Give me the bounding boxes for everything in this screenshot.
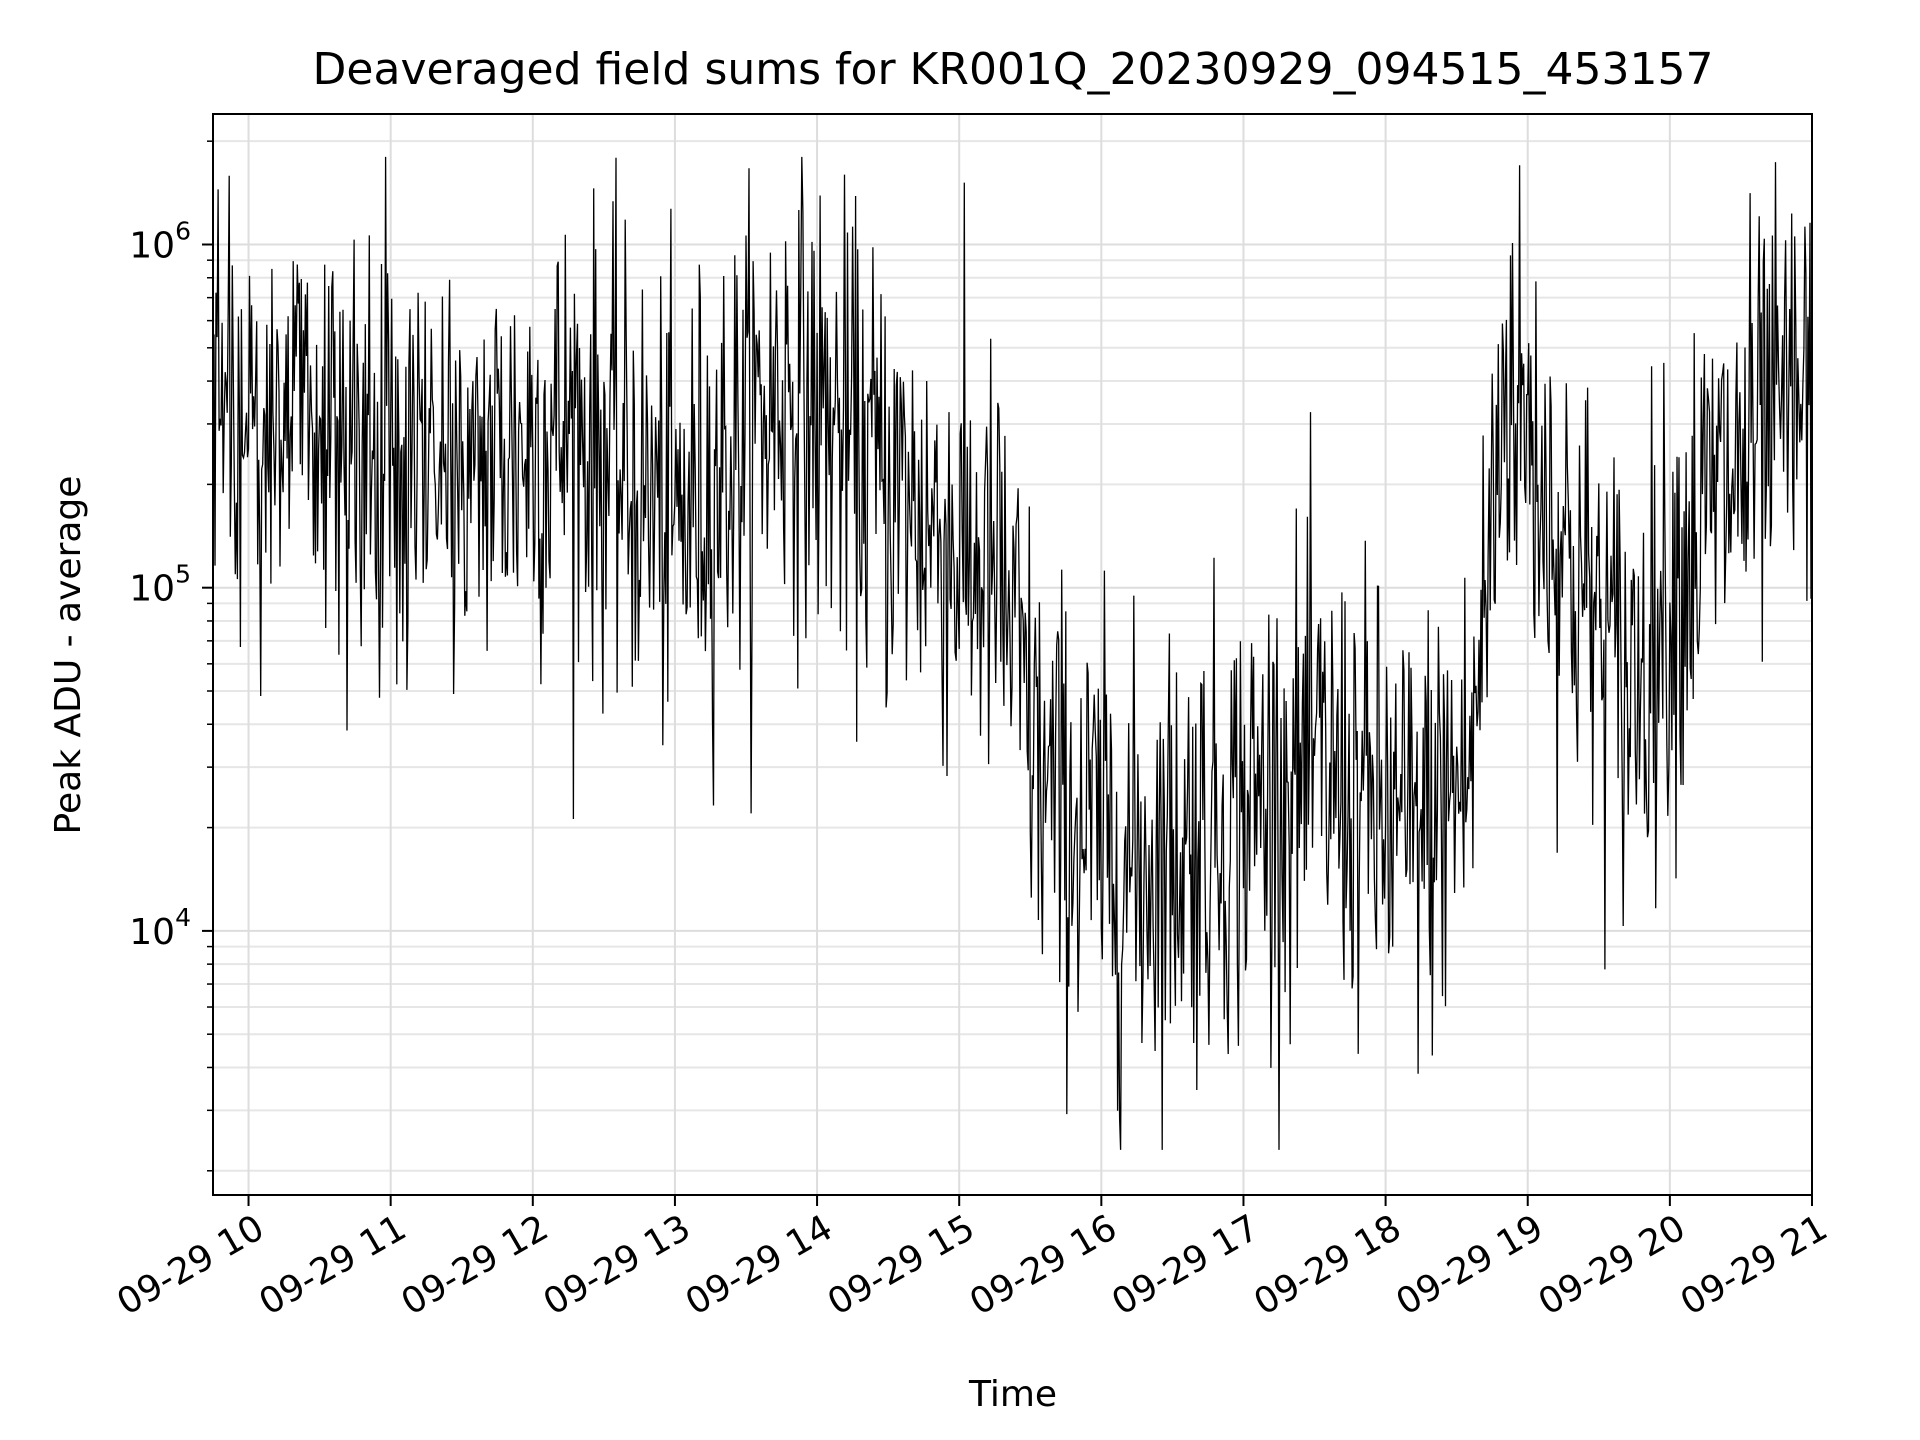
series-line xyxy=(212,156,1813,1150)
chart-title: Deaveraged field sums for KR001Q_2023092… xyxy=(313,44,1714,95)
plot-frame xyxy=(212,113,1813,1196)
y-tick-label: 106 xyxy=(129,216,191,266)
x-axis-label: Time xyxy=(968,1374,1057,1415)
y-tick-label: 104 xyxy=(129,903,191,953)
grid-lines xyxy=(213,114,1813,1195)
y-axis-label: Peak ADU - average xyxy=(48,476,89,835)
plot-area xyxy=(212,156,1813,1150)
y-tick-label: 105 xyxy=(129,560,191,610)
